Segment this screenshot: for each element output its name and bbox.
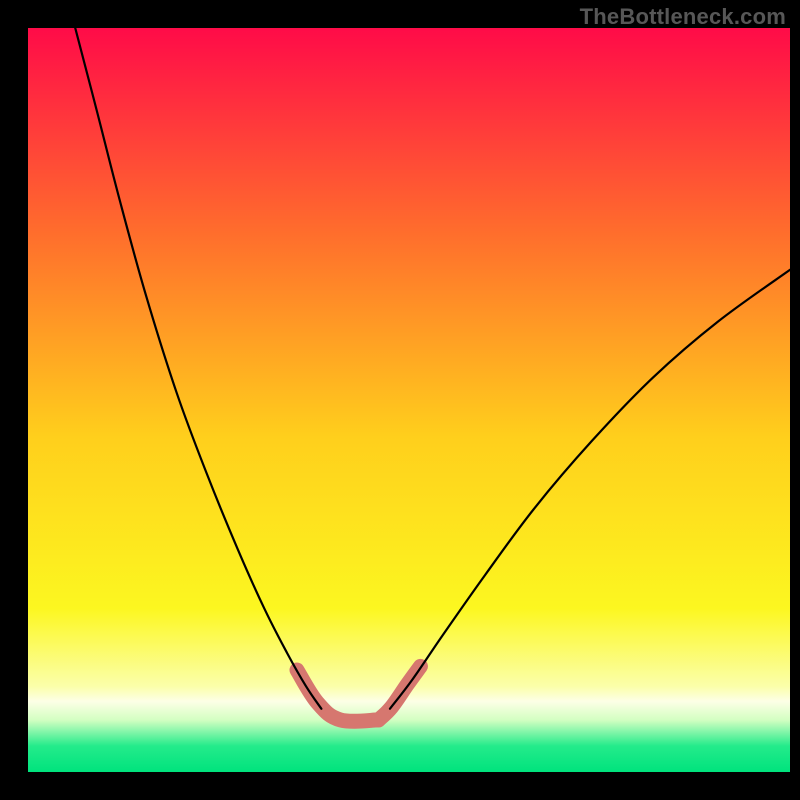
curve-right-branch (390, 270, 790, 709)
chart-svg (28, 28, 790, 772)
plot-area (28, 28, 790, 772)
highlight-segment-0 (297, 670, 379, 721)
highlight-segment-1 (379, 666, 421, 720)
chart-frame: TheBottleneck.com (0, 0, 800, 800)
curve-left-branch (75, 28, 321, 709)
watermark-text: TheBottleneck.com (580, 4, 786, 30)
